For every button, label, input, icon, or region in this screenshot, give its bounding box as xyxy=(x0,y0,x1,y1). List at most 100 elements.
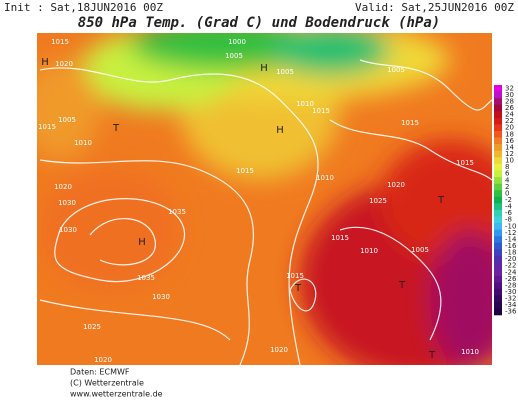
colorbar-label: -16 xyxy=(505,242,517,250)
copyright: (C) Wetterzentrale xyxy=(70,379,144,388)
colorbar-swatch xyxy=(494,275,502,283)
valid-time: Valid: Sat,25JUN2016 00Z xyxy=(355,1,514,14)
isobar-label: 1010 xyxy=(74,139,92,147)
isobar-label: 1015 xyxy=(331,234,349,242)
isobar-label: 1015 xyxy=(456,159,474,167)
colorbar-swatch xyxy=(494,229,502,237)
colorbar-label: -30 xyxy=(505,288,516,296)
colorbar-label: -4 xyxy=(505,203,513,211)
pressure-center: T xyxy=(112,123,120,134)
isobar-label: 1005 xyxy=(387,66,405,74)
colorbar-swatch xyxy=(494,223,502,230)
colorbar-swatch xyxy=(494,196,502,204)
colorbar-swatch xyxy=(494,144,502,152)
colorbar-label: -12 xyxy=(505,229,516,237)
isobar-label: 1025 xyxy=(83,323,101,331)
pressure-center: H xyxy=(41,57,49,68)
isobar-label: 1015 xyxy=(38,123,56,131)
isobar-label: 1010 xyxy=(360,247,378,255)
colorbar-swatch xyxy=(494,137,502,145)
isobar-label: 1005 xyxy=(411,246,429,254)
isobar-label: 1015 xyxy=(51,38,69,46)
colorbar: 32302826242220181614121086420-2-4-6-8-10… xyxy=(494,84,517,316)
pressure-center: T xyxy=(294,283,302,294)
colorbar-swatch xyxy=(494,295,502,303)
colorbar-label: -36 xyxy=(505,308,517,316)
colorbar-swatch xyxy=(494,269,502,276)
isobar-label: 1020 xyxy=(54,183,72,191)
colorbar-swatch xyxy=(494,301,502,309)
colorbar-swatch xyxy=(494,216,502,224)
colorbar-swatch xyxy=(494,262,502,270)
colorbar-swatch xyxy=(494,249,502,257)
colorbar-swatch xyxy=(494,124,502,132)
colorbar-label: -26 xyxy=(505,275,517,283)
colorbar-swatch xyxy=(494,131,502,138)
colorbar-label: -24 xyxy=(505,268,517,276)
colorbar-swatch xyxy=(494,308,502,316)
url: www.wetterzentrale.de xyxy=(70,390,163,399)
colorbar-label: 22 xyxy=(505,117,514,125)
isobar-label: 1005 xyxy=(225,52,243,60)
colorbar-label: -18 xyxy=(505,249,516,257)
colorbar-swatch xyxy=(494,203,502,211)
pressure-center: H xyxy=(276,125,284,136)
colorbar-swatch xyxy=(494,177,502,184)
colorbar-swatch xyxy=(494,104,502,112)
colorbar-label: -2 xyxy=(505,196,512,204)
isobar-label: 1010 xyxy=(316,174,334,182)
colorbar-swatch xyxy=(494,242,502,250)
colorbar-label: 2 xyxy=(505,183,509,191)
isobar-label: 1030 xyxy=(59,226,77,234)
colorbar-swatch xyxy=(494,85,502,92)
isobar-label: 1015 xyxy=(236,167,254,175)
colorbar-label: 28 xyxy=(505,97,514,105)
colorbar-label: -8 xyxy=(505,216,512,224)
isobar-label: 1005 xyxy=(58,116,76,124)
colorbar-label: 24 xyxy=(505,111,514,119)
isobar-label: 1015 xyxy=(253,364,271,372)
colorbar-label: 14 xyxy=(505,143,514,151)
isobar-label: 1015 xyxy=(286,272,304,280)
colorbar-swatch xyxy=(494,282,502,290)
colorbar-label: -20 xyxy=(505,255,516,263)
colorbar-label: 16 xyxy=(505,137,514,145)
isobar-label: 1000 xyxy=(228,38,246,46)
isobar-label: 1010 xyxy=(461,348,479,356)
isobar-label: 1005 xyxy=(276,68,294,76)
colorbar-label: 32 xyxy=(505,84,514,92)
colorbar-swatch xyxy=(494,91,502,99)
colorbar-label: -14 xyxy=(505,235,517,243)
colorbar-label: 30 xyxy=(505,91,514,99)
pressure-center: T xyxy=(437,195,445,206)
colorbar-swatch xyxy=(494,170,502,178)
colorbar-swatch xyxy=(494,163,502,171)
colorbar-swatch xyxy=(494,236,502,244)
colorbar-label: 0 xyxy=(505,189,509,197)
colorbar-swatch xyxy=(494,288,502,296)
data-source: Daten: ECMWF xyxy=(70,368,130,377)
colorbar-label: 10 xyxy=(505,157,514,165)
colorbar-swatch xyxy=(494,117,502,125)
colorbar-swatch xyxy=(494,190,502,198)
isobar-label: 1010 xyxy=(296,100,314,108)
colorbar-label: 4 xyxy=(505,176,510,184)
isobar-label: 1020 xyxy=(94,356,112,364)
colorbar-label: -22 xyxy=(505,262,516,270)
colorbar-label: -32 xyxy=(505,295,516,303)
isobar-label: 1025 xyxy=(369,197,387,205)
pressure-center: T xyxy=(428,350,436,361)
pressure-center: T xyxy=(398,280,406,291)
isobar-labels: 1015102010151010100510201030103010351035… xyxy=(38,38,479,372)
colorbar-swatch xyxy=(494,183,502,191)
colorbar-swatch xyxy=(494,157,502,165)
map-title: 850 hPa Temp. (Grad C) und Bodendruck (h… xyxy=(78,15,440,31)
isobar-label: 1030 xyxy=(58,199,76,207)
colorbar-label: -10 xyxy=(505,222,516,230)
map-area xyxy=(37,33,492,365)
colorbar-label: 18 xyxy=(505,130,514,138)
colorbar-label: -6 xyxy=(505,209,513,217)
colorbar-label: 6 xyxy=(505,170,510,178)
isobar-label: 1020 xyxy=(270,346,288,354)
